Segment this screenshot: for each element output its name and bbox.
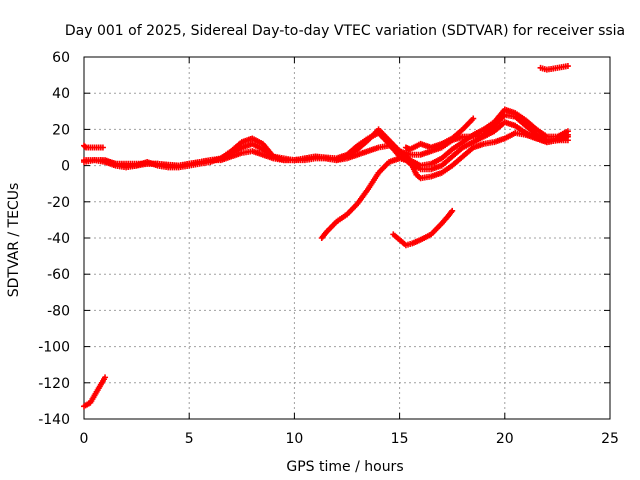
series-track-7 [81,374,109,410]
series-track-8 [537,63,571,73]
x-tick-label: 15 [391,431,409,447]
x-axis-label: GPS time / hours [286,459,403,475]
data-markers [81,63,571,410]
data-point [102,374,109,381]
y-tick-label: -140 [38,412,70,428]
y-tick-label: 20 [52,122,70,138]
x-tick-label: 25 [601,431,619,447]
y-tick-label: -40 [47,231,70,247]
y-tick-label: -20 [47,195,70,211]
x-tick-label: 5 [185,431,194,447]
x-tick-label: 10 [285,431,303,447]
x-axis-ticks: 0 5 10 15 20 25 [80,57,619,447]
series-track-4 [318,130,571,241]
y-tick-label: 60 [52,50,70,66]
y-tick-label: 0 [61,159,70,175]
plot-frame [83,56,611,420]
y-tick-label: -100 [38,340,70,356]
y-tick-label: 40 [52,86,70,102]
data-point [449,207,456,214]
series-track-6 [402,115,477,153]
x-tick-label: 20 [496,431,514,447]
series-track-9 [81,142,106,151]
series-track-3 [97,119,571,173]
series-track-5 [390,207,456,249]
chart-title: Day 001 of 2025, Sidereal Day-to-day VTE… [65,23,625,39]
data-point [99,144,106,151]
data-point [564,137,571,144]
y-axis-ticks: 60 40 20 0 -20 -40 -60 -80 -100 -120 -140 [38,50,610,428]
y-tick-label: -60 [47,267,70,283]
y-axis-label: SDTVAR / TECUs [6,183,22,298]
data-point [470,115,477,122]
grid-lines [84,57,610,419]
data-point [564,128,571,135]
y-tick-label: -80 [47,303,70,319]
data-point [564,63,571,70]
data-point [82,143,89,150]
x-tick-label: 0 [80,431,89,447]
y-tick-label: -120 [38,376,70,392]
